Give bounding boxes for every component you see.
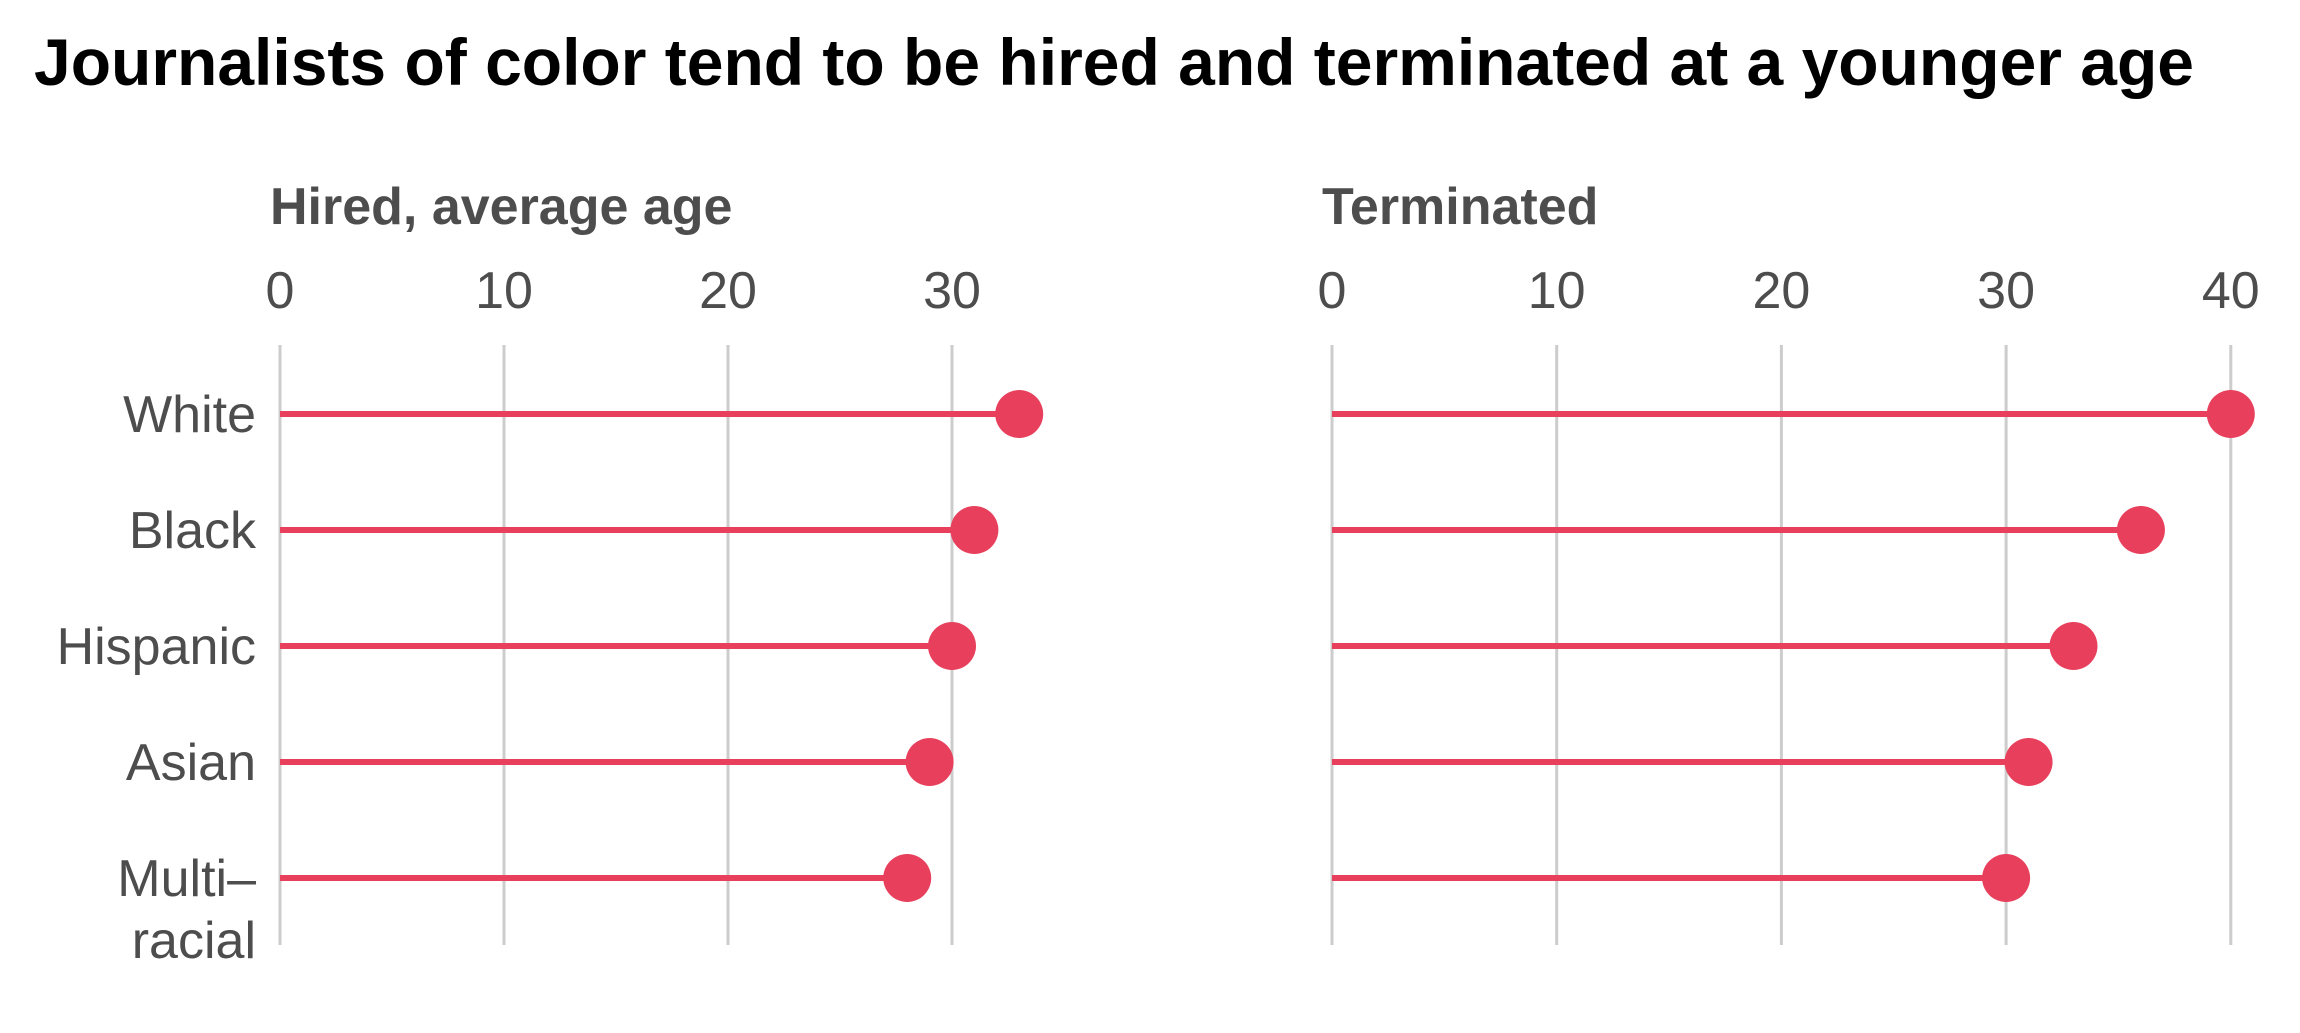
category-labels: White Black Hispanic Asian Multi– racial — [57, 386, 257, 970]
tick-label: 30 — [923, 262, 981, 320]
lollipop-dot — [950, 506, 999, 554]
category-label-line: Hispanic — [57, 618, 256, 676]
category-label: Multi– racial — [117, 850, 256, 970]
tick-label: 0 — [266, 262, 295, 320]
tick-label: 10 — [1528, 262, 1586, 320]
tick-label: 10 — [475, 262, 533, 320]
category-label: White — [123, 386, 256, 444]
category-label-line: racial — [132, 912, 256, 970]
category-label: Hispanic — [57, 618, 256, 676]
category-label: Asian — [126, 734, 256, 792]
category-label-line: Asian — [126, 734, 256, 792]
category-label: Black — [129, 502, 257, 560]
lollipop-dot — [883, 854, 932, 902]
lollipop-dot — [2004, 738, 2053, 786]
tick-label: 0 — [1318, 262, 1347, 320]
tick-label: 40 — [2202, 262, 2260, 320]
chart-title: Journalists of color tend to be hired an… — [34, 25, 2194, 99]
panel-1: Hired, average age 0 10 20 30 — [266, 178, 1044, 945]
tick-label: 20 — [1752, 262, 1810, 320]
category-label-line: Multi– — [117, 850, 256, 908]
lollipop-dot — [905, 738, 954, 786]
tick-label: 30 — [1977, 262, 2035, 320]
tick-label: 20 — [699, 262, 757, 320]
panel-2: Terminated 0 10 20 30 40 — [1318, 178, 2260, 945]
lollipop-dot — [995, 390, 1044, 438]
lollipop-dot — [2206, 390, 2255, 438]
category-label-line: White — [123, 386, 256, 444]
lollipop-dot — [2116, 506, 2165, 554]
lollipop-dot — [1982, 854, 2031, 902]
lollipop-dot — [2049, 622, 2098, 670]
panel-title: Hired, average age — [270, 178, 732, 236]
category-label-line: Black — [129, 502, 257, 560]
lollipop-dot — [928, 622, 976, 670]
panel-title: Terminated — [1322, 178, 1598, 236]
